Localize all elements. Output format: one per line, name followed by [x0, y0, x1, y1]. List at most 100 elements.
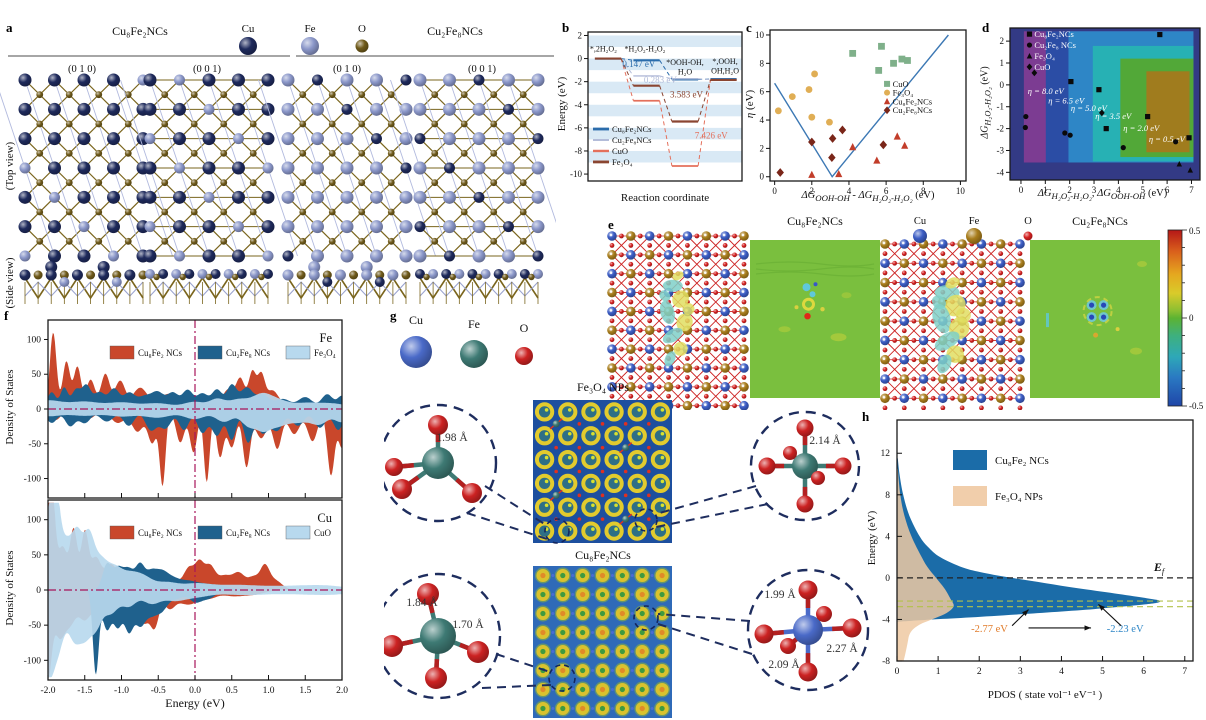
legend-label: Cu₈Fe₂ NCs — [995, 455, 1049, 467]
x-tick: -2.0 — [40, 686, 55, 696]
panel-a-label: a — [6, 20, 13, 36]
atom-legend-label: O — [358, 23, 366, 35]
charge-map-title-right: Cu₂Fe₈NCs — [1040, 214, 1160, 229]
y-tick: 4 — [760, 115, 765, 125]
peak-energy-annotation: -2.77 eV — [971, 624, 1008, 635]
y-tick: 100 — [27, 516, 42, 526]
y-axis-title: η (eV) — [744, 44, 756, 164]
eta-region-label: η = 2.0 eV — [1123, 123, 1161, 133]
x-axis-title: Energy (eV) — [48, 696, 342, 711]
legend-label: CuO — [612, 146, 628, 156]
energy-barrier-annotation: 7.426 eV — [695, 130, 728, 140]
y-tick: 6 — [760, 87, 765, 97]
y-tick: 0 — [36, 405, 41, 415]
y-tick: 0 — [36, 586, 41, 596]
atom-legend-label: Fe — [305, 23, 316, 35]
y-tick: 10 — [755, 30, 765, 40]
panel-h-label: h — [862, 409, 869, 425]
legend-label: Cu₂Fe₈NCs — [612, 135, 651, 145]
y-tick: -3 — [997, 145, 1005, 155]
peak-energy-annotation: -2.23 eV — [1107, 624, 1144, 635]
y-tick: 100 — [27, 335, 42, 345]
x-axis-title: PDOS ( state vol⁻¹ eV⁻¹ ) — [897, 688, 1193, 701]
x-tick: 2 — [977, 667, 982, 677]
legend-label: Cu₂Fe₈ NCs — [226, 348, 271, 358]
legend-label: Fe₃O₄ — [1034, 51, 1055, 61]
x-tick: 0 — [895, 667, 900, 677]
x-tick: 3 — [1018, 667, 1023, 677]
atom-legend-label: O — [1024, 216, 1032, 227]
legend-label: Fe₃O₄ — [612, 157, 633, 167]
x-tick: -1.0 — [114, 686, 129, 696]
y-tick: 0 — [760, 172, 765, 182]
y-tick: 12 — [881, 449, 891, 459]
panel-d-label: d — [982, 20, 989, 36]
legend-label: Cu₈Fe₂NCs — [612, 124, 651, 134]
x-tick: 1.5 — [299, 686, 311, 696]
panel-b-canvas: *,2H₂O₂*H₂O₂-H₂O₂*OOH-OH,H₂O*,OOH,OH,H₂O… — [556, 18, 750, 218]
x-tick: 1 — [936, 667, 941, 677]
y-tick: 8 — [885, 491, 890, 501]
energy-barrier-annotation: 0.283 eV — [644, 75, 677, 85]
facet-orientation-label: (0 1 0) — [68, 64, 96, 75]
bond-length-label: 1.70 Å — [452, 617, 484, 631]
legend-label: Fe₃O₄ NPs — [995, 491, 1043, 503]
facet-orientation-label: (0 0 1) — [193, 64, 221, 75]
y-tick: 2 — [1000, 36, 1005, 46]
energy-barrier-annotation: 0.147 eV — [622, 59, 655, 69]
atom-legend-label: Cu — [242, 23, 255, 35]
colorbar-tick: 0.5 — [1189, 226, 1201, 236]
y-tick: -8 — [575, 146, 583, 156]
y-tick: 0 — [885, 574, 890, 584]
y-tick: 8 — [760, 58, 765, 68]
y-tick: -2 — [997, 124, 1005, 134]
legend-label: Cu₈Fe₂NCs — [1034, 29, 1073, 39]
element-tag: Fe — [320, 331, 333, 345]
y-tick: -10 — [570, 169, 582, 179]
x-tick: -1.5 — [77, 686, 92, 696]
y-tick: -6 — [575, 123, 583, 133]
bond-length-label: 2.09 Å — [768, 657, 800, 671]
panel-e-label: e — [608, 217, 614, 233]
reaction-step-label: OH,H₂O — [711, 67, 739, 76]
x-tick: -0.5 — [151, 686, 166, 696]
y-tick: 4 — [885, 532, 890, 542]
legend-label: CuO — [1034, 62, 1050, 72]
panel-b: *,2H₂O₂*H₂O₂-H₂O₂*OOH-OH,H₂O*,OOH,OH,H₂O… — [556, 18, 750, 218]
y-axis-title: Energy (eV) — [556, 29, 568, 179]
x-tick: 0.0 — [189, 686, 201, 696]
x-tick: 4 — [1059, 667, 1064, 677]
structure-title-right: Cu₂Fe₈NCs — [375, 24, 535, 39]
legend-label: Cu₂Fe₈ NCs — [226, 528, 271, 538]
y-tick: 50 — [32, 551, 42, 561]
y-tick: -100 — [24, 475, 42, 485]
legend-label: CuO — [314, 528, 332, 538]
x-tick: 5 — [1100, 667, 1105, 677]
x-tick: 2.0 — [336, 686, 348, 696]
panel-c-label: c — [746, 20, 752, 36]
y-tick: -8 — [882, 657, 890, 667]
bond-length-label: 1.99 Å — [764, 587, 796, 601]
x-axis-title: ΔGOOH-OH - ΔGH₂O₂-H₂O₂ (eV) — [770, 190, 966, 203]
facet-orientation-label: (0 1 0) — [333, 64, 361, 75]
bond-length-label: 2.14 Å — [809, 433, 841, 447]
y-axis-title: Density of States — [4, 498, 16, 678]
x-axis-title: Reaction coordinate — [588, 192, 742, 204]
y-tick: -4 — [997, 167, 1005, 177]
y-tick: -4 — [575, 100, 583, 110]
atom-legend-label: Fe — [468, 317, 480, 331]
x-tick: 6 — [1141, 667, 1146, 677]
legend-label: Cu₂Fe₈NCs — [893, 105, 932, 115]
legend-label: Cu₈Fe₂ NCs — [138, 348, 183, 358]
atom-legend-label: Cu — [914, 216, 927, 227]
fermi-level-label: Ef — [1153, 560, 1166, 576]
legend-label: Cu₂Fe₈ NCs — [1034, 40, 1076, 50]
colorbar-tick: 0 — [1189, 313, 1194, 323]
